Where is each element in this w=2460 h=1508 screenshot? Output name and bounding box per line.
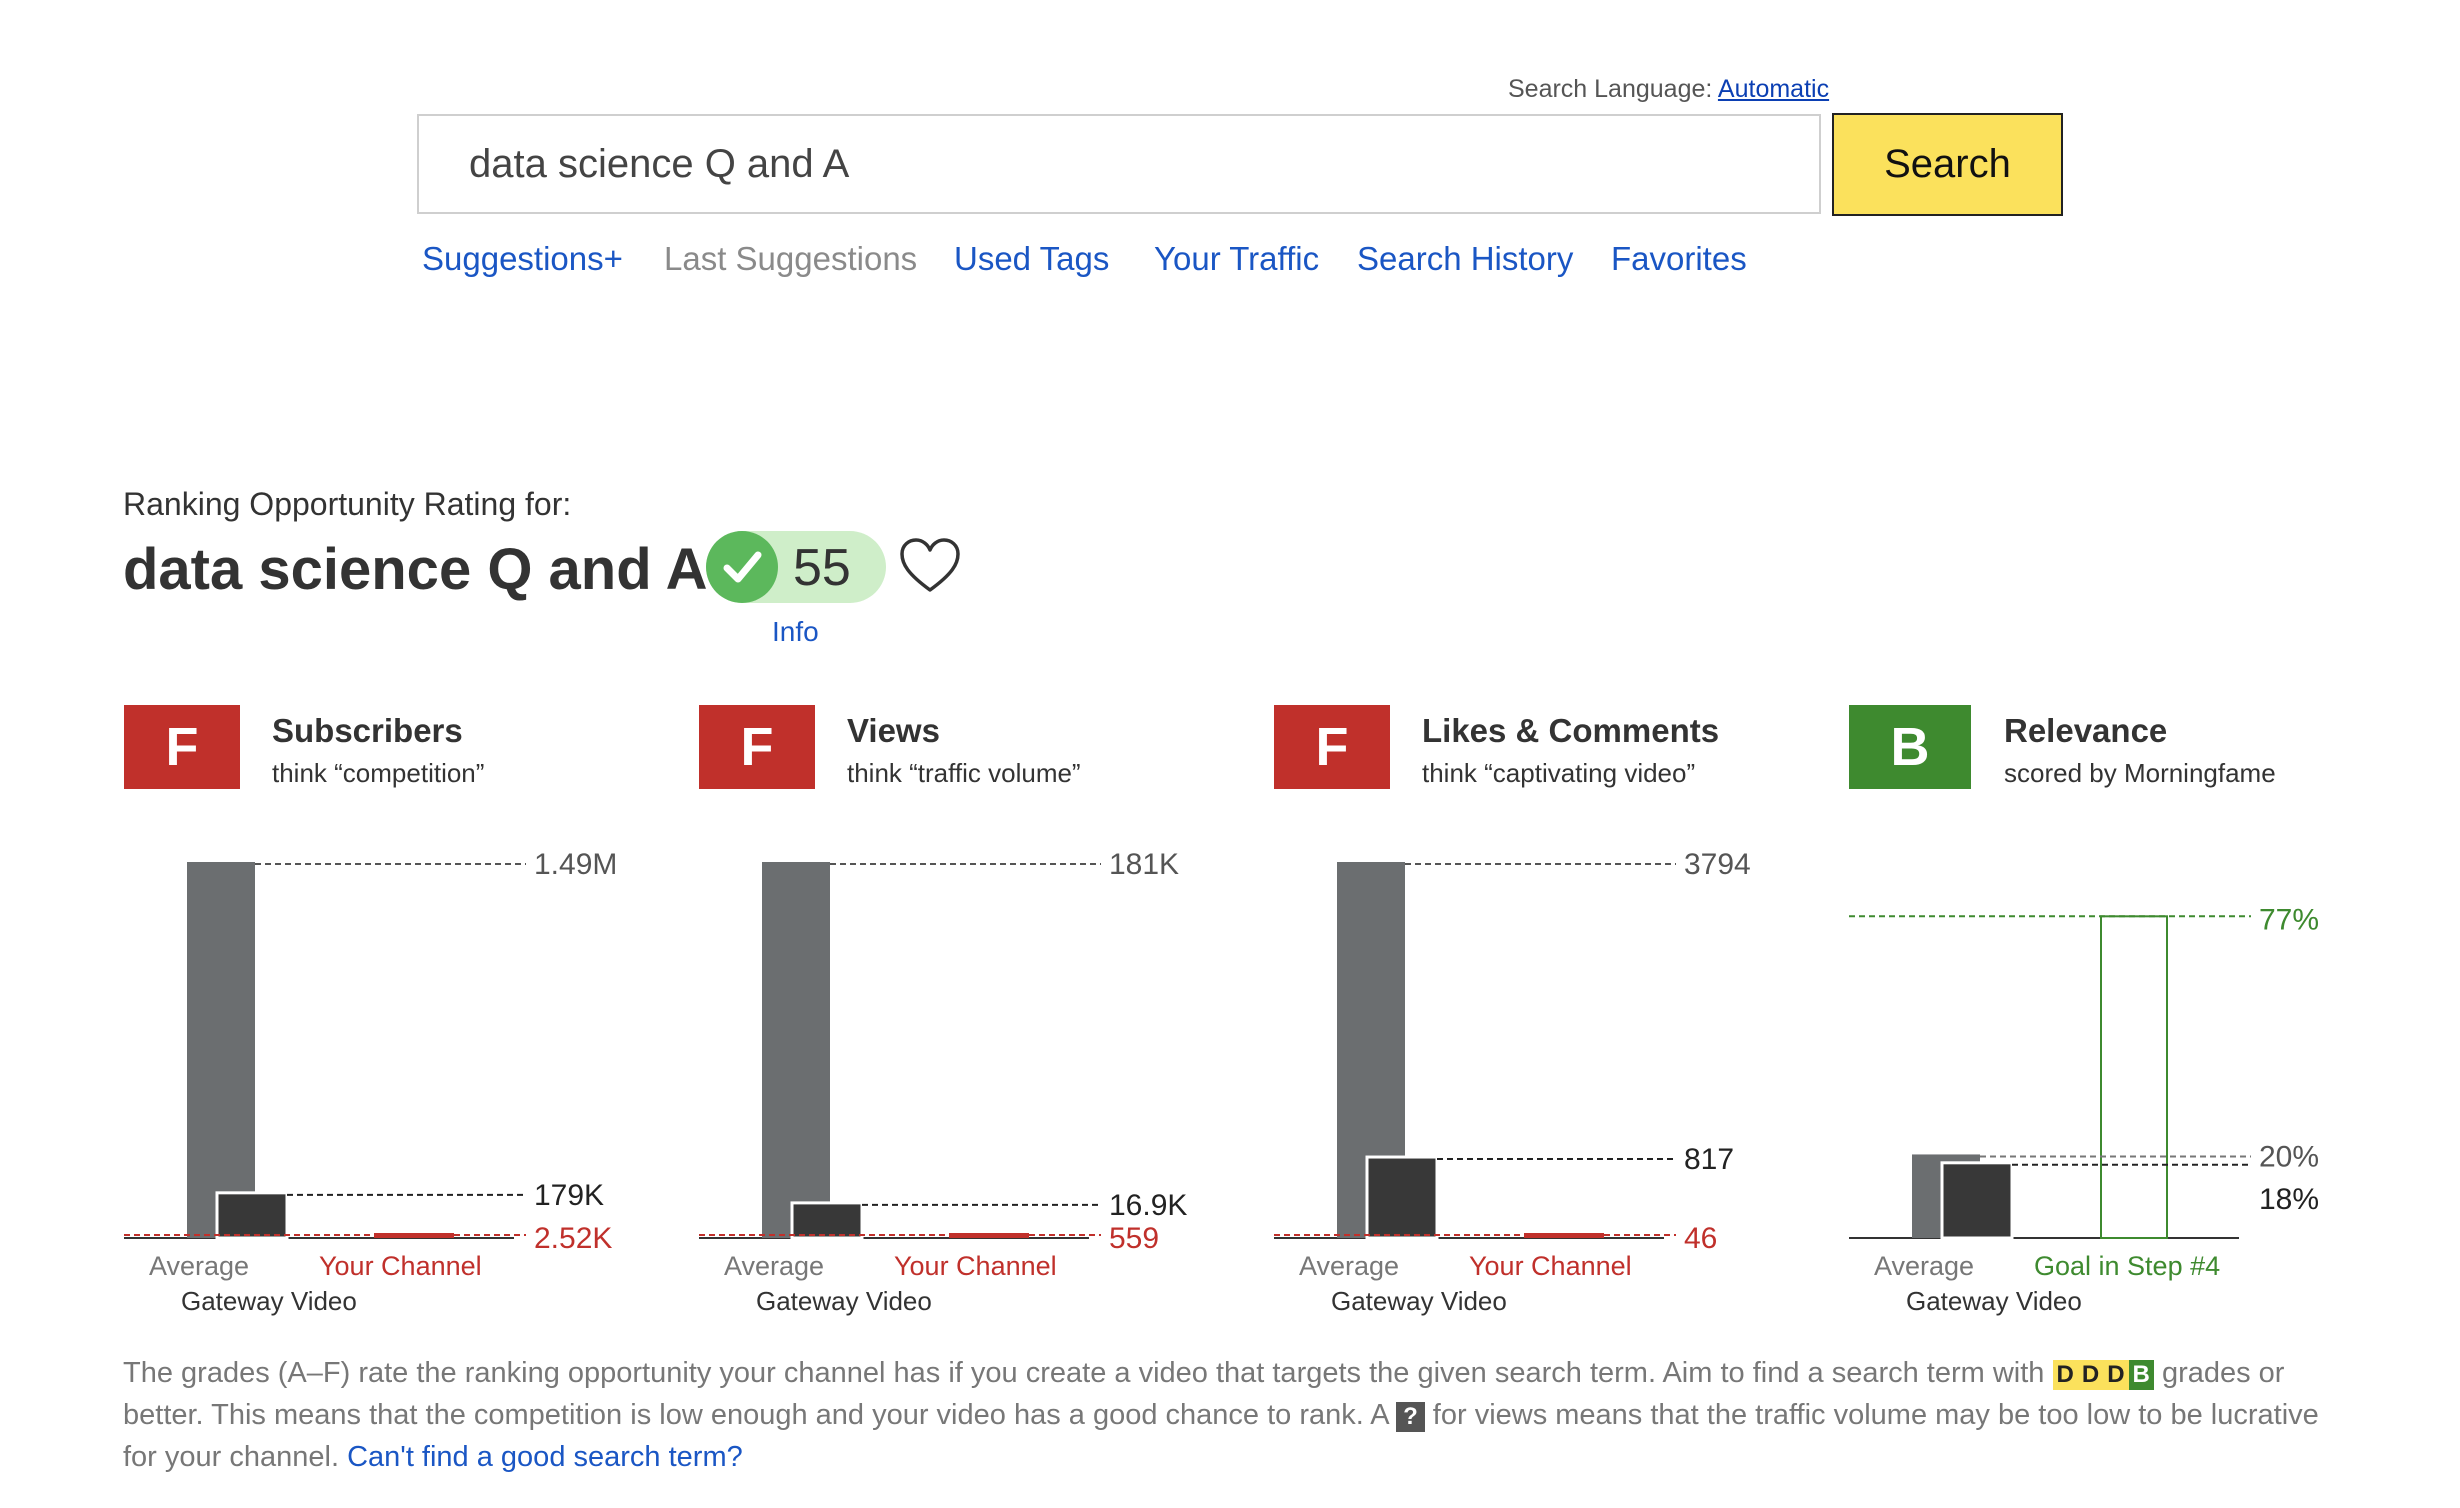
grade-badge-subscribers: F [124,705,240,789]
metric-title-views: Views [847,712,940,749]
search-button[interactable]: Search [1832,113,2063,216]
x-label-gateway-video: Gateway Video [756,1286,932,1316]
question-chip: ? [1396,1402,1425,1432]
metric-title-relevance: Relevance [2004,712,2168,749]
grade-badge-likes-comments: F [1274,705,1390,789]
bar-average [187,862,255,1238]
nav-your-traffic[interactable]: Your Traffic [1154,240,1320,277]
grade-chip-b: B [2128,1360,2154,1390]
heart-icon[interactable] [898,536,962,596]
metric-subtitle-relevance: scored by Morningfame [2004,758,2276,788]
value-label-gateway: 179K [534,1179,604,1212]
grade-chip-d2: D [2077,1360,2104,1390]
value-label-goal: 77% [2259,903,2319,936]
bar-goal [2100,915,2168,1240]
x-label-goal: Goal in Step #4 [2034,1251,2220,1281]
metric-title-subscribers: Subscribers [272,712,463,749]
search-input[interactable]: data science Q and A [417,114,1821,214]
x-label-your-channel: Your Channel [894,1251,1057,1281]
x-label-gateway-video: Gateway Video [1906,1286,2082,1316]
x-label-average: Average [724,1251,824,1281]
bar-gateway-video [790,1201,864,1240]
value-label-average: 1.49M [534,848,617,881]
nav-last-suggestions[interactable]: Last Suggestions [664,240,918,277]
value-label-your-channel: 2.52K [534,1222,612,1255]
grade-badge-relevance: B [1849,705,1971,789]
footer-text-1: The grades (A–F) rate the ranking opport… [123,1357,2045,1389]
footer-text-3: for views means that the traffic volume … [123,1399,2319,1473]
search-language: Search Language: Automatic [1508,75,1829,104]
value-label-average: 3794 [1684,848,1751,881]
rating-score: 55 [793,539,851,597]
rating-label: Ranking Opportunity Rating for: [123,486,572,522]
footer-text-2: grades or better. This means that the co… [123,1357,2285,1431]
cant-find-term-link[interactable]: Can't find a good search term? [347,1441,743,1473]
grade-chip-d3: D [2103,1360,2129,1390]
metric-subtitle-likes-comments: think “captivating video” [1422,758,1696,788]
x-label-your-channel: Your Channel [1469,1251,1632,1281]
value-label-average: 181K [1109,848,1179,881]
x-label-average: Average [149,1251,249,1281]
metric-subtitle-subscribers: think “competition” [272,758,485,788]
nav-used-tags[interactable]: Used Tags [954,240,1110,277]
rating-term: data science Q and A [123,537,708,602]
nav-favorites[interactable]: Favorites [1611,240,1747,277]
value-label-your-channel: 46 [1684,1222,1717,1255]
metric-title-likes-comments: Likes & Comments [1422,712,1720,749]
grade-badge-views: F [699,705,815,789]
x-label-gateway-video: Gateway Video [1331,1286,1507,1316]
bar-gateway-video [215,1191,289,1240]
chart-subscribers: 1.49M 179K 2.52K Average Your Channel Gateway… [124,848,617,1316]
value-label-average: 20% [2259,1140,2319,1173]
search-query-text[interactable]: data science Q and A [469,142,850,186]
nav-search-history[interactable]: Search History [1357,240,1574,277]
value-label-gateway: 817 [1684,1143,1734,1176]
footer-explanation: The grades (A–F) rate the ranking opport… [123,1352,2343,1478]
x-label-gateway-video: Gateway Video [181,1286,357,1316]
nav-suggestions-plus[interactable]: Suggestions+ [422,240,623,277]
check-icon [706,531,778,603]
value-label-your-channel: 559 [1109,1222,1159,1255]
chart-likes-comments: 3794 817 46 Average Your Channel Gateway Vide… [1274,848,1751,1316]
x-label-average: Average [1874,1251,1974,1281]
grade-chip-d1: D [2052,1360,2078,1390]
bar-gateway-video [1365,1155,1439,1240]
x-label-average: Average [1299,1251,1399,1281]
search-language-link[interactable]: Automatic [1717,75,1830,103]
bar-gateway-video [1940,1161,2014,1240]
value-label-gateway: 16.9K [1109,1189,1187,1222]
search-language-label: Search Language: [1508,75,1713,103]
info-link[interactable]: Info [772,616,819,647]
metric-subtitle-views: think “traffic volume” [847,758,1081,788]
x-label-your-channel: Your Channel [319,1251,482,1281]
bar-average [762,862,830,1238]
chart-relevance: 77% 20% 18% Average Goal in Step #4 Gateway V… [1849,903,2319,1316]
value-label-gateway: 18% [2259,1183,2319,1216]
